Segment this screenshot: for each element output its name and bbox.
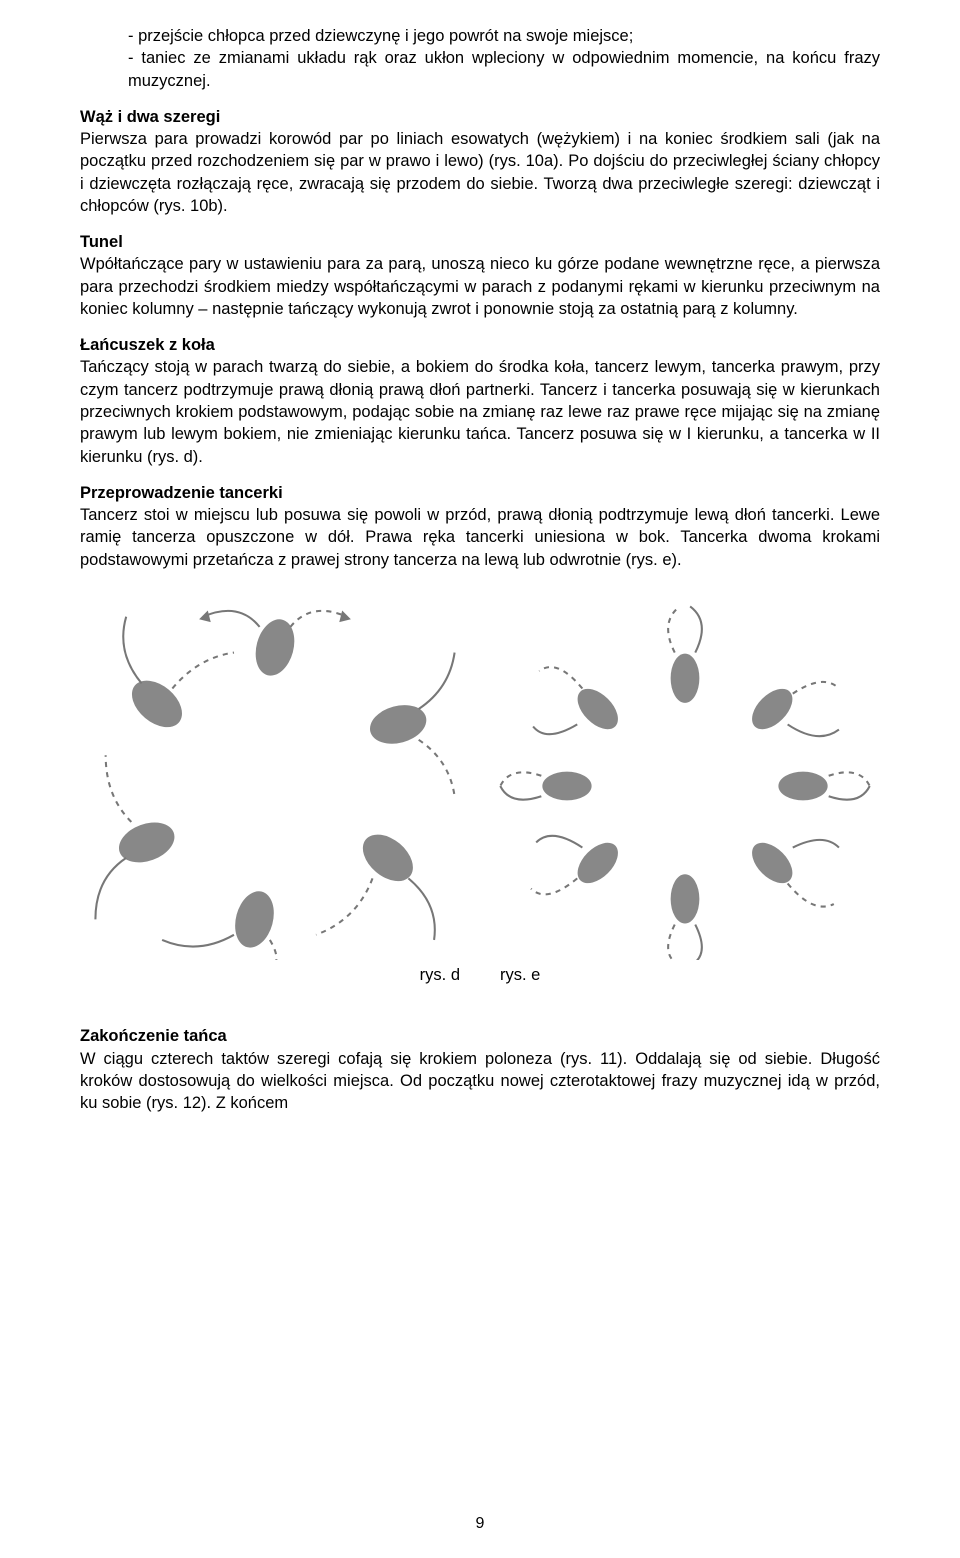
caption-d: rys. d: [420, 966, 460, 985]
figure-d: [80, 591, 470, 960]
section-zakonczenie: Zakończenie tańca W ciągu czterech taktó…: [80, 1025, 880, 1114]
figure-e: [490, 591, 880, 960]
section-heading: Tunel: [80, 233, 123, 251]
dance-diagram-e-icon: [490, 591, 880, 960]
figure-row: [80, 591, 880, 960]
list-item: - przejście chłopca przed dziewczynę i j…: [128, 25, 880, 47]
section-body: Tańczący stoją w parach twarzą do siebie…: [80, 358, 880, 465]
section-lancuszek: Łańcuszek z koła Tańczący stoją w parach…: [80, 334, 880, 468]
section-przeprowadzenie: Przeprowadzenie tancerki Tancerz stoi w …: [80, 482, 880, 571]
section-heading: Wąż i dwa szeregi: [80, 108, 220, 126]
page-number: 9: [0, 1515, 960, 1533]
section-waz: Wąż i dwa szeregi Pierwsza para prowadzi…: [80, 106, 880, 217]
caption-e: rys. e: [500, 966, 540, 985]
document-page: - przejście chłopca przed dziewczynę i j…: [0, 0, 960, 1558]
section-body: Pierwsza para prowadzi korowód par po li…: [80, 130, 880, 215]
intro-list: - przejście chłopca przed dziewczynę i j…: [80, 25, 880, 92]
list-item: - taniec ze zmianami układu rąk oraz ukł…: [128, 47, 880, 92]
section-heading: Przeprowadzenie tancerki: [80, 484, 283, 502]
section-tunel: Tunel Wpółtańczące pary w ustawieniu par…: [80, 231, 880, 320]
section-body: W ciągu czterech taktów szeregi cofają s…: [80, 1050, 880, 1113]
section-heading: Łańcuszek z koła: [80, 336, 215, 354]
section-body: Wpółtańczące pary w ustawieniu para za p…: [80, 255, 880, 318]
section-body: Tancerz stoi w miejscu lub posuwa się po…: [80, 506, 880, 569]
dance-diagram-d-icon: [80, 591, 470, 960]
section-heading: Zakończenie tańca: [80, 1027, 227, 1045]
figure-captions: rys. d rys. e: [80, 966, 880, 985]
